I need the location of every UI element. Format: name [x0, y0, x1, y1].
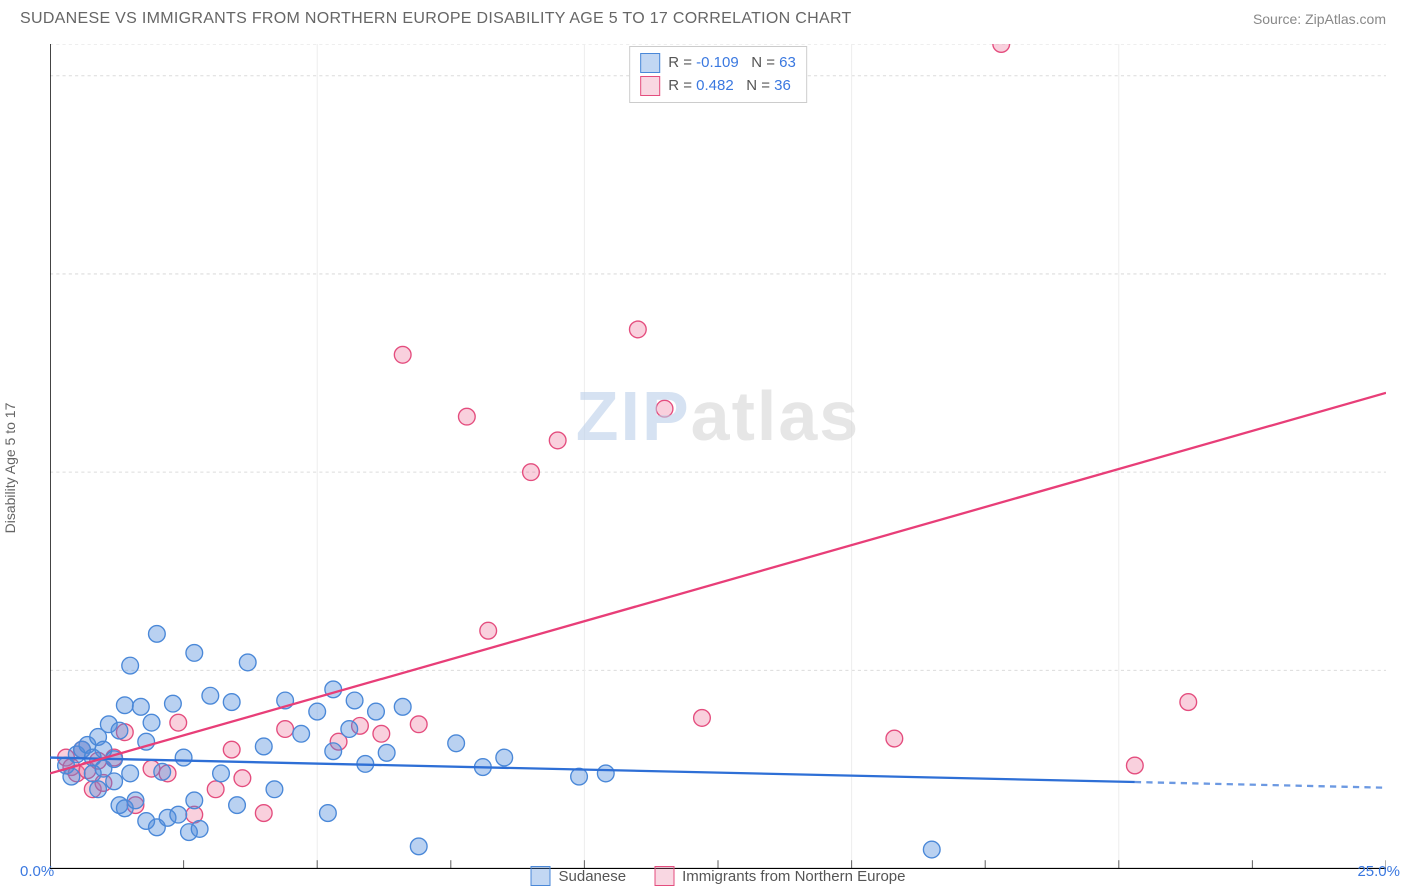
- correlation-legend: R = -0.109 N = 63 R = 0.482 N = 36: [629, 46, 807, 103]
- r-label: R =: [668, 54, 692, 71]
- swatch-icon: [640, 76, 660, 96]
- corr-row: R = -0.109 N = 63: [640, 51, 796, 74]
- scatter-plot: [50, 44, 1386, 869]
- y-axis-label: Disability Age 5 to 17: [2, 403, 18, 534]
- y-tick-label: 50.0%: [1396, 67, 1406, 84]
- x-max-label: 25.0%: [1357, 863, 1400, 880]
- source-attribution: Source: ZipAtlas.com: [1253, 11, 1386, 27]
- corr-text: R = -0.109 N = 63: [668, 51, 796, 74]
- swatch-icon: [531, 866, 551, 886]
- y-tick-label: 37.5%: [1396, 261, 1406, 278]
- legend-item: Sudanese: [531, 866, 627, 886]
- series-legend: Sudanese Immigrants from Northern Europe: [531, 866, 906, 886]
- source-link[interactable]: ZipAtlas.com: [1305, 11, 1386, 27]
- n-label: N =: [751, 54, 775, 71]
- r-value: 0.482: [696, 77, 734, 94]
- corr-row: R = 0.482 N = 36: [640, 74, 796, 97]
- legend-label: Sudanese: [559, 868, 627, 885]
- n-value: 63: [779, 54, 796, 71]
- corr-text: R = 0.482 N = 36: [668, 74, 791, 97]
- page-title: SUDANESE VS IMMIGRANTS FROM NORTHERN EUR…: [20, 10, 852, 28]
- r-label: R =: [668, 77, 692, 94]
- x-origin-label: 0.0%: [20, 863, 54, 880]
- source-prefix: Source:: [1253, 11, 1305, 27]
- r-value: -0.109: [696, 54, 739, 71]
- chart-area: ZIPatlas R = -0.109 N = 63 R = 0.482 N =…: [50, 44, 1386, 852]
- n-value: 36: [774, 77, 791, 94]
- legend-item: Immigrants from Northern Europe: [654, 866, 905, 886]
- swatch-icon: [654, 866, 674, 886]
- n-label: N =: [746, 77, 770, 94]
- y-tick-label: 12.5%: [1396, 649, 1406, 666]
- swatch-icon: [640, 53, 660, 73]
- legend-label: Immigrants from Northern Europe: [682, 868, 905, 885]
- y-tick-label: 25.0%: [1396, 455, 1406, 472]
